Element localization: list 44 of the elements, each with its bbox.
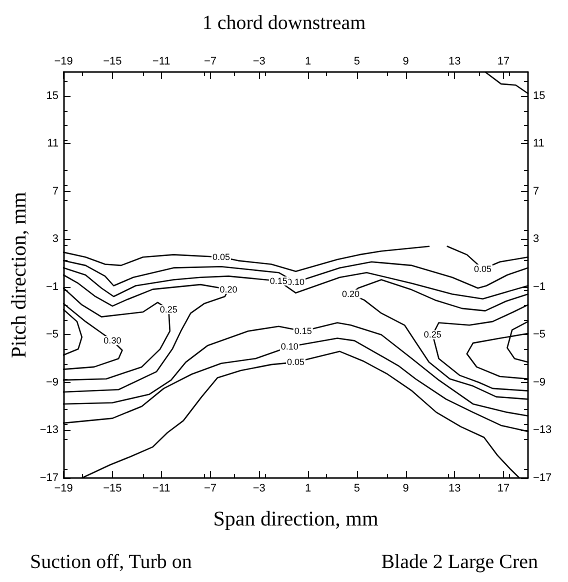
y2-tick-label: 3	[533, 233, 540, 246]
y2-tick-label: 11	[533, 138, 544, 150]
text: 0.25	[424, 330, 442, 340]
chart-title: 1 chord downstream	[202, 12, 366, 34]
y-axis-title: Pitch direction, mm	[6, 192, 30, 358]
x2-tick-label: 9	[402, 56, 409, 68]
y2-tick-label: −5	[533, 328, 546, 341]
y-tick-label: −1	[46, 280, 59, 293]
y2-tick-label: −9	[533, 376, 546, 388]
x2-tick-label: −19	[54, 56, 73, 68]
x2-tick-label: −11	[152, 56, 170, 68]
x2-tick-label: −3	[252, 56, 266, 68]
y2-tick-label: −17	[533, 472, 552, 484]
x2-tick-label: −15	[103, 56, 122, 68]
y-tick-label: −9	[46, 376, 59, 388]
x-tick-label: −3	[252, 482, 266, 494]
y2-tick-label: 15	[533, 90, 546, 102]
x-tick-label: −19	[54, 482, 73, 494]
x-tick-label: −7	[204, 482, 216, 494]
y-tick-label: 15	[46, 90, 59, 102]
x-tick-label: 9	[402, 482, 409, 494]
y2-tick-label: −1	[533, 280, 546, 293]
y2-tick-label: −13	[533, 424, 552, 436]
x2-tick-label: −7	[204, 56, 216, 68]
y-tick-label: 7	[52, 185, 59, 198]
y-tick-label: 3	[52, 233, 59, 246]
x-tick-label: −11	[152, 482, 170, 494]
x-tick-label: 1	[304, 482, 312, 494]
x-tick-label: 17	[497, 482, 510, 494]
y-tick-label: −17	[40, 472, 59, 484]
text: Suction off, Turb on	[30, 551, 192, 573]
y-tick-label: −5	[46, 328, 59, 341]
y2-tick-label: 7	[533, 185, 540, 198]
y-tick-label: −13	[40, 424, 59, 436]
x2-tick-label: 17	[497, 56, 510, 68]
y-tick-label: 11	[47, 138, 59, 150]
x-tick-label: 5	[354, 482, 360, 494]
x2-tick-label: 5	[354, 56, 360, 68]
x2-tick-label: 13	[448, 56, 461, 68]
text: Blade 2 Large Cren	[381, 551, 538, 573]
x2-tick-label: 1	[304, 56, 312, 68]
x-tick-label: 13	[448, 482, 461, 494]
x-axis-title: Span direction, mm	[213, 506, 378, 530]
x-tick-label: −15	[103, 482, 122, 494]
